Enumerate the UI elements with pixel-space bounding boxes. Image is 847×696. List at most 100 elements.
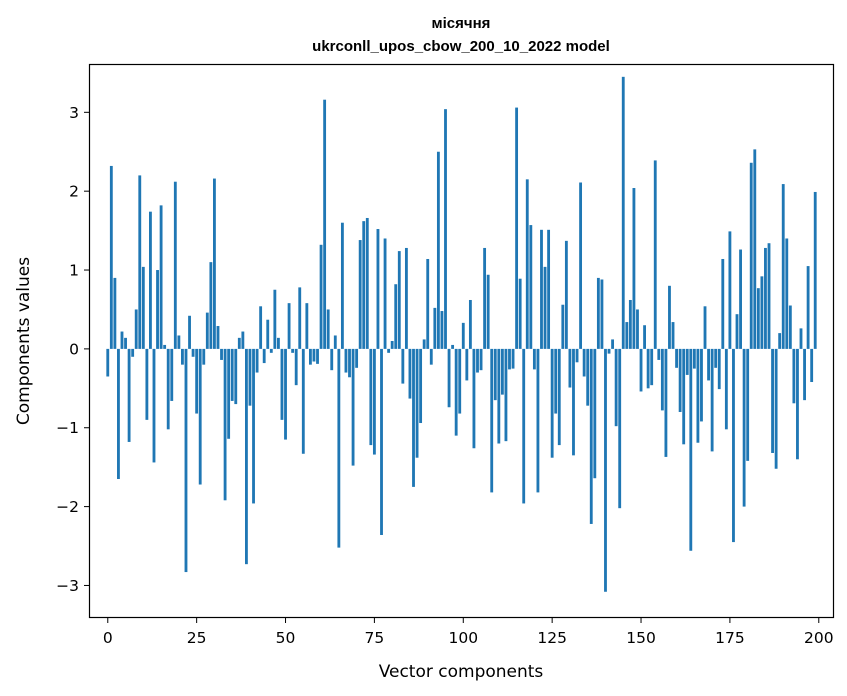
bar-component-159 <box>671 322 675 349</box>
bar-component-143 <box>614 348 618 427</box>
bar-component-169 <box>707 348 710 381</box>
bar-component-77 <box>380 348 383 535</box>
bar-component-75 <box>372 348 376 455</box>
bar-component-141 <box>607 348 611 354</box>
bar-component-16 <box>163 344 167 349</box>
bar-component-54 <box>298 287 302 349</box>
bar-component-128 <box>561 304 565 349</box>
bar-component-34 <box>227 348 231 439</box>
bar-component-38 <box>241 331 245 349</box>
bar-component-123 <box>543 266 547 349</box>
bar-component-134 <box>582 348 586 377</box>
bar-component-127 <box>557 348 561 446</box>
x-tick-label: 175 <box>715 629 745 647</box>
chart-subtitle: ukrconll_upos_cbow_200_10_2022 model <box>312 38 610 55</box>
y-axis-label: Components values <box>14 257 34 425</box>
bar-component-21 <box>181 348 184 365</box>
y-tick-label: −1 <box>56 419 79 437</box>
bar-component-55 <box>301 348 305 454</box>
bar-component-104 <box>476 348 479 373</box>
bar-component-58 <box>312 348 316 362</box>
bar-component-33 <box>223 348 227 501</box>
bar-component-132 <box>575 348 579 363</box>
bar-component-154 <box>653 160 657 349</box>
bar-component-45 <box>266 319 270 349</box>
bar-component-163 <box>685 348 689 375</box>
chart-title: місячня <box>432 15 491 32</box>
bar-component-192 <box>788 305 792 349</box>
bar-component-131 <box>572 348 575 456</box>
bar-component-168 <box>703 306 707 349</box>
bar-component-198 <box>810 348 814 383</box>
bar-component-151 <box>643 325 646 349</box>
x-axis-ticks: 0 25 50 75 100 125 150 175 200 <box>103 617 834 647</box>
bar-component-24 <box>191 348 195 357</box>
bar-component-110 <box>497 348 501 444</box>
bar-component-152 <box>646 348 650 389</box>
bar-component-35 <box>230 348 234 401</box>
bar-component-133 <box>579 182 583 349</box>
bar-component-135 <box>586 348 590 406</box>
bar-component-78 <box>383 238 387 349</box>
bar-component-23 <box>188 315 191 349</box>
bar-component-39 <box>245 348 248 565</box>
bar-component-109 <box>493 348 497 401</box>
bar-component-194 <box>796 348 799 460</box>
bar-component-113 <box>508 348 511 370</box>
bar-component-125 <box>550 348 554 458</box>
bar-component-66 <box>340 222 344 349</box>
bar-component-5 <box>124 337 127 349</box>
bar-component-92 <box>433 307 437 349</box>
bar-component-148 <box>632 188 636 349</box>
bar-component-41 <box>252 348 255 504</box>
bar-component-15 <box>159 205 163 349</box>
bar-component-88 <box>419 348 423 424</box>
bar-component-153 <box>650 348 654 386</box>
bar-component-49 <box>280 348 284 420</box>
bar-component-140 <box>604 348 607 592</box>
bar-component-72 <box>362 221 366 349</box>
bar-component-180 <box>746 348 750 461</box>
bar-component-80 <box>390 341 394 349</box>
x-tick-label: 50 <box>276 629 296 647</box>
bar-component-86 <box>412 348 415 487</box>
bar-component-147 <box>628 299 632 349</box>
bar-component-17 <box>166 348 170 430</box>
bar-component-177 <box>735 314 739 349</box>
bar-component-191 <box>785 238 789 349</box>
bar-component-7 <box>131 348 135 357</box>
bar-component-79 <box>387 348 391 353</box>
bar-component-50 <box>284 348 287 440</box>
plot-frame <box>88 63 835 619</box>
bar-component-155 <box>657 348 661 360</box>
bar-component-37 <box>237 337 241 349</box>
bar-component-120 <box>532 348 536 370</box>
bar-component-51 <box>287 303 291 349</box>
bar-component-156 <box>660 348 664 411</box>
bar-component-122 <box>540 229 543 349</box>
bar-component-161 <box>678 348 682 412</box>
bar-component-22 <box>184 348 188 573</box>
bar-component-137 <box>593 348 597 479</box>
bar-component-52 <box>291 348 295 353</box>
x-tick-label: 75 <box>365 629 385 647</box>
bar-component-142 <box>611 339 615 349</box>
bar-component-71 <box>358 240 362 349</box>
bar-component-101 <box>465 348 469 381</box>
bar-component-111 <box>500 348 504 395</box>
bar-component-12 <box>149 211 152 349</box>
bar-component-190 <box>781 184 785 349</box>
bar-component-81 <box>394 284 398 349</box>
bar-component-106 <box>483 247 487 349</box>
bar-component-102 <box>468 299 472 349</box>
bar-component-8 <box>134 309 138 349</box>
bar-component-36 <box>234 348 238 405</box>
x-axis-label: Vector components <box>379 662 544 682</box>
bar-component-25 <box>195 348 199 414</box>
bar-component-184 <box>760 276 764 349</box>
bar-component-119 <box>529 225 533 349</box>
bar-component-74 <box>369 348 373 446</box>
bar-component-59 <box>316 348 319 364</box>
bar-component-14 <box>156 270 159 349</box>
bar-component-56 <box>305 303 309 349</box>
